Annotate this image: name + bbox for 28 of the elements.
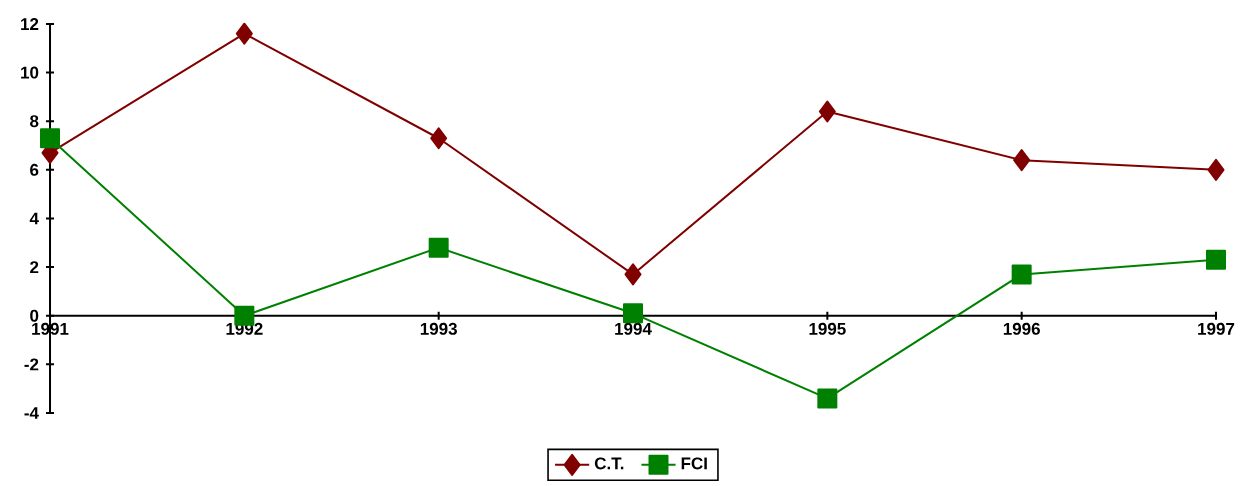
y-tick-label: -4 (24, 407, 39, 419)
point (40, 128, 61, 149)
point (1206, 249, 1226, 270)
point (623, 303, 644, 324)
point (235, 22, 253, 45)
legend-label: C.T. (594, 457, 624, 470)
x-tick-label: 1993 (420, 322, 457, 335)
point (1207, 158, 1225, 181)
point (624, 263, 642, 286)
point (1013, 149, 1031, 172)
x-tick-label: 1994 (615, 322, 652, 335)
y-tick-label: 4 (29, 212, 39, 225)
point (818, 100, 836, 123)
x-tick-label: 1995 (809, 322, 846, 335)
x-tick-label: 1996 (1003, 322, 1040, 335)
point (817, 388, 838, 409)
point (430, 127, 448, 150)
point (1011, 264, 1032, 285)
point (428, 237, 449, 258)
y-tick-label: 12 (21, 18, 39, 30)
x-tick-label: 1997 (1198, 322, 1235, 335)
y-tick-label: 6 (30, 163, 39, 176)
y-tick-label: 10 (21, 66, 39, 79)
legend-label: FCI (681, 457, 707, 470)
y-tick-label: 8 (30, 115, 39, 128)
y-tick-label: 2 (30, 261, 39, 274)
y-tick-label: 0 (30, 309, 39, 322)
y-tick-label: -2 (24, 358, 39, 371)
